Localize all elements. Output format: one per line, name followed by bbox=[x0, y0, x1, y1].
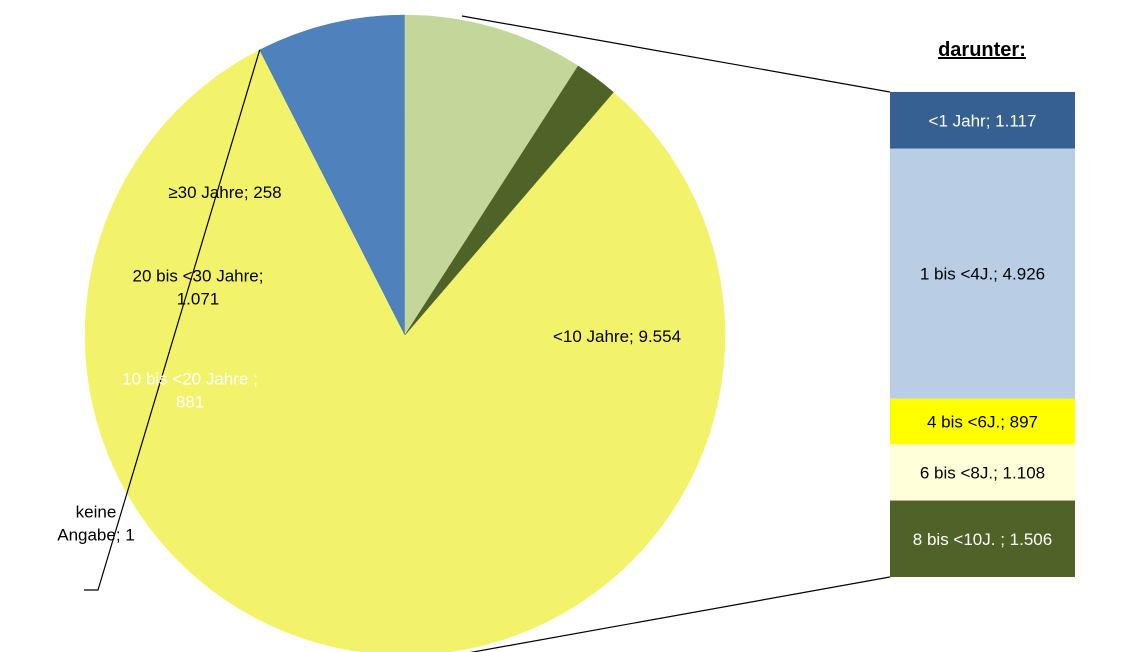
bar-segment-4 bbox=[890, 500, 1075, 577]
slice-label-10-bis-20-jahre-line-0: 10 bis <20 Jahre ; bbox=[122, 370, 258, 389]
slice-label-10-jahre-9-554-line-0: <10 Jahre; 9.554 bbox=[553, 327, 681, 346]
slice-label-20-bis-30-jahre-line-0: 20 bis <30 Jahre; bbox=[133, 267, 264, 286]
pie-slice-0 bbox=[84, 49, 726, 652]
bar-segment-label-0: <1 Jahr; 1.117 bbox=[929, 111, 1037, 130]
bar-segment-label-1: 1 bis <4J.; 4.926 bbox=[920, 265, 1045, 284]
slice-label-20-bis-30-jahre-line-1: 1.071 bbox=[177, 290, 220, 309]
pie: <10 Jahre; 9.554 keine Angabe; 1 10 bis <20… bbox=[57, 14, 726, 652]
pie-slice-4 bbox=[404, 65, 614, 336]
bar-segment-0 bbox=[890, 92, 1075, 149]
pie-slice-3 bbox=[404, 14, 579, 336]
bar-segment-1 bbox=[890, 148, 1075, 399]
bar-segment-label-4: 8 bis <10J. ; 1.506 bbox=[913, 530, 1052, 549]
bar-segment-3 bbox=[890, 444, 1075, 501]
connector-top bbox=[461, 15, 891, 93]
slice-label-30-jahre-258-line-0: ≥30 Jahre; 258 bbox=[168, 183, 281, 202]
slice-label-10-bis-20-jahre-line-1: 881 bbox=[176, 393, 204, 412]
pie-slice-2 bbox=[259, 14, 406, 336]
breakdown-bar: <1 Jahr; 1.117 1 bis <4J.; 4.926 4 bis <6J… bbox=[890, 92, 1075, 577]
leader-line bbox=[84, 49, 261, 591]
slice-label-keine-line-0: keine bbox=[76, 503, 117, 522]
bar-segment-label-3: 6 bis <8J.; 1.108 bbox=[920, 463, 1045, 482]
slice-label-keine-line-1: Angabe; 1 bbox=[57, 526, 135, 545]
connector-bottom bbox=[469, 576, 891, 652]
connector-lines bbox=[461, 15, 891, 652]
bar-segment-label-2: 4 bis <6J.; 897 bbox=[927, 413, 1038, 432]
breakdown-title: darunter: bbox=[938, 39, 1026, 61]
bar-segment-2 bbox=[890, 398, 1075, 445]
